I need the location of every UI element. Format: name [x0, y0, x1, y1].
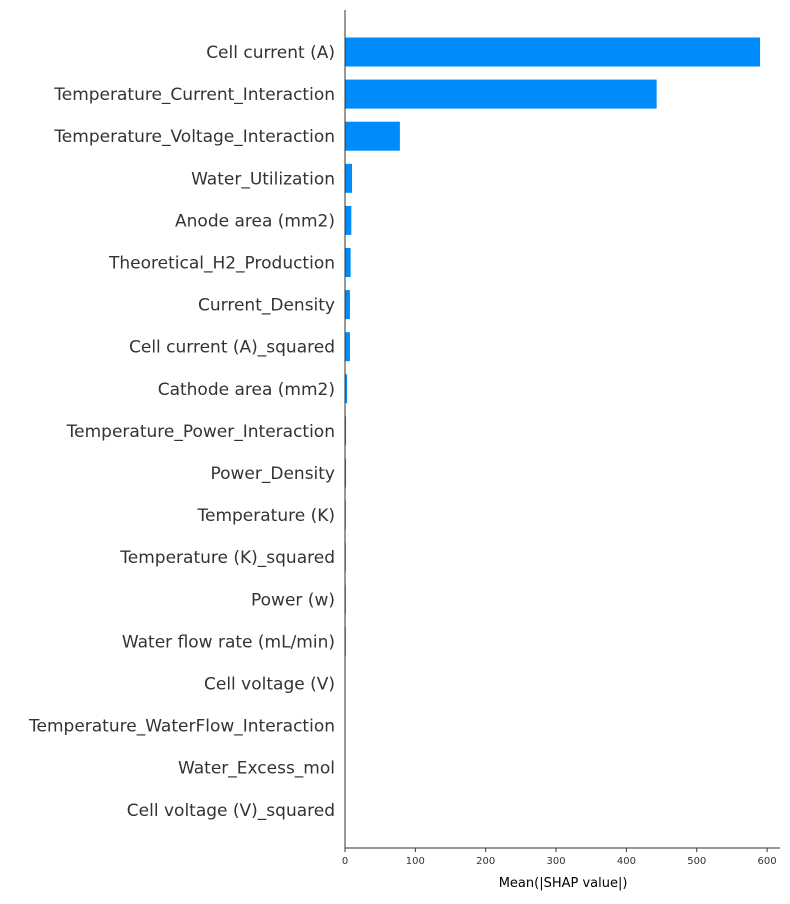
x-axis-title: Mean(|SHAP value|)	[499, 876, 628, 891]
x-tick-label: 300	[547, 856, 566, 867]
bar	[345, 248, 351, 277]
category-label: Cell current (A)_squared	[129, 338, 335, 358]
category-label: Temperature_WaterFlow_Interaction	[28, 717, 335, 737]
x-tick-label: 0	[342, 856, 348, 867]
category-label: Cell voltage (V)_squared	[127, 801, 335, 821]
category-label: Power (w)	[251, 590, 335, 610]
x-tick-label: 500	[687, 856, 706, 867]
bar	[345, 290, 350, 319]
x-tick-label: 400	[617, 856, 636, 867]
bar	[345, 80, 657, 109]
bar	[345, 122, 400, 151]
bar	[345, 164, 352, 193]
category-label: Temperature (K)_squared	[119, 548, 335, 568]
category-label: Temperature (K)	[196, 506, 335, 526]
category-labels: Cell current (A) Temperature_Current_Inte…	[28, 43, 335, 821]
category-label: Anode area (mm2)	[175, 211, 335, 231]
category-label: Temperature_Voltage_Interaction	[53, 127, 335, 147]
bar	[345, 206, 351, 235]
category-label: Water_Excess_mol	[178, 759, 335, 779]
category-label: Water flow rate (mL/min)	[122, 632, 335, 652]
category-label: Current_Density	[198, 296, 335, 316]
bars-layer	[345, 38, 760, 825]
category-label: Temperature_Power_Interaction	[66, 422, 335, 442]
x-axis-ticks: 0 100 200 300 400 500 600	[342, 848, 777, 867]
category-label: Cell voltage (V)	[204, 675, 335, 695]
category-label: Power_Density	[210, 464, 335, 484]
bar	[345, 38, 760, 67]
category-label: Theoretical_H2_Production	[108, 254, 335, 274]
category-label: Water_Utilization	[191, 169, 335, 189]
bar	[345, 332, 350, 361]
category-label: Temperature_Current_Interaction	[53, 85, 335, 105]
category-label: Cell current (A)	[206, 43, 335, 63]
x-tick-label: 200	[476, 856, 495, 867]
x-tick-label: 600	[758, 856, 777, 867]
x-tick-label: 100	[406, 856, 425, 867]
category-label: Cathode area (mm2)	[158, 380, 335, 400]
